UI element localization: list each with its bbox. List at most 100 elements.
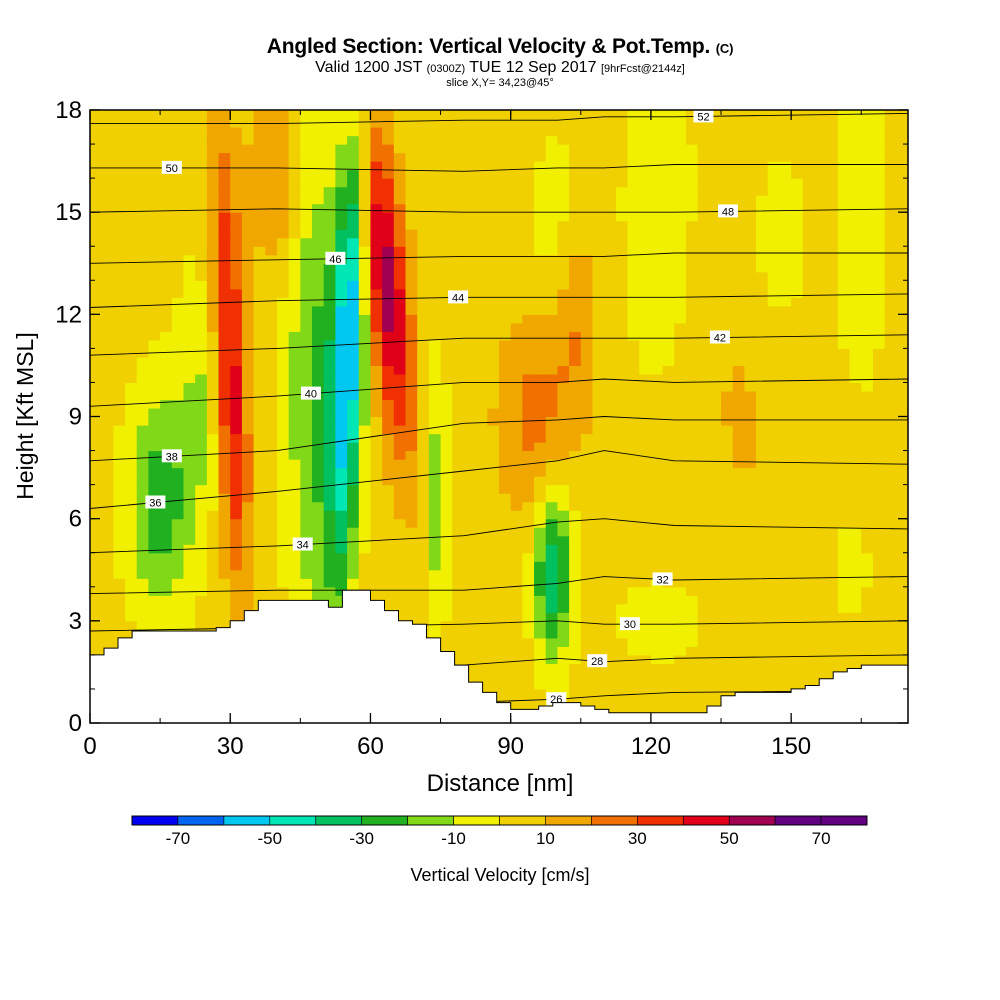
velocity-cell (604, 552, 617, 562)
velocity-cell (615, 654, 629, 664)
velocity-cell (779, 399, 792, 409)
velocity-cell (499, 450, 512, 460)
velocity-cell (650, 637, 664, 647)
velocity-cell (592, 254, 605, 264)
velocity-cell (440, 629, 453, 639)
velocity-cell (312, 203, 325, 213)
velocity-cell (779, 229, 792, 239)
velocity-cell (206, 544, 220, 554)
velocity-cell (171, 237, 185, 247)
velocity-cell (113, 254, 126, 264)
velocity-cell (756, 280, 769, 290)
velocity-cell (463, 382, 477, 392)
velocity-cell (721, 569, 734, 579)
velocity-cell (347, 118, 360, 128)
velocity-cell (487, 118, 500, 128)
velocity-cell (510, 195, 523, 205)
velocity-cell (569, 263, 582, 273)
velocity-cell (756, 578, 769, 588)
velocity-cell (802, 433, 816, 443)
velocity-cell (125, 586, 138, 596)
velocity-cell (849, 186, 862, 196)
velocity-cell (744, 586, 757, 596)
velocity-cell (452, 322, 465, 332)
velocity-cell (639, 501, 652, 511)
velocity-cell (113, 339, 126, 349)
velocity-cell (522, 305, 535, 315)
velocity-cell (300, 416, 313, 426)
velocity-cell (90, 186, 103, 196)
velocity-cell (580, 246, 594, 256)
velocity-cell (113, 186, 126, 196)
velocity-cell (335, 220, 348, 230)
velocity-cell (884, 450, 897, 460)
velocity-cell (358, 322, 372, 332)
velocity-cell (569, 407, 582, 418)
velocity-cell (884, 331, 897, 341)
velocity-cell (615, 493, 629, 503)
velocity-cell (884, 280, 897, 290)
velocity-cell (113, 169, 126, 179)
velocity-cell (849, 348, 862, 358)
velocity-cell (230, 416, 243, 426)
velocity-cell (756, 237, 769, 247)
velocity-cell (358, 246, 372, 256)
velocity-cell (276, 161, 290, 171)
velocity-cell (417, 271, 430, 281)
velocity-cell (101, 484, 114, 494)
velocity-cell (358, 254, 372, 264)
velocity-cell (148, 586, 161, 596)
velocity-cell (697, 246, 710, 256)
velocity-cell (499, 373, 512, 384)
velocity-cell (160, 416, 173, 426)
velocity-cell (557, 229, 570, 239)
velocity-cell (487, 305, 500, 315)
velocity-cell (639, 476, 652, 486)
velocity-cell (300, 348, 313, 358)
velocity-cell (557, 135, 570, 145)
velocity-cell (791, 467, 804, 477)
velocity-cell (534, 637, 547, 647)
velocity-cell (382, 382, 395, 392)
velocity-cell (732, 629, 745, 639)
velocity-cell (802, 169, 816, 179)
velocity-cell (592, 612, 605, 622)
velocity-cell (756, 484, 769, 494)
velocity-cell (358, 297, 372, 307)
velocity-cell (195, 561, 208, 571)
velocity-cell (522, 263, 535, 273)
velocity-cell (615, 459, 629, 469)
velocity-cell (779, 646, 792, 656)
velocity-cell (510, 603, 523, 613)
velocity-cell (545, 280, 559, 290)
velocity-cell (382, 348, 395, 358)
velocity-cell (276, 186, 290, 196)
velocity-cell (814, 552, 827, 562)
velocity-cell (849, 433, 862, 443)
velocity-cell (522, 331, 535, 341)
velocity-cell (382, 220, 395, 230)
velocity-cell (837, 220, 851, 230)
velocity-cell (230, 390, 243, 401)
velocity-cell (837, 271, 851, 281)
velocity-cell (358, 229, 372, 239)
velocity-cell (732, 612, 745, 622)
velocity-cell (615, 671, 629, 682)
velocity-cell (802, 561, 816, 571)
velocity-cell (300, 365, 313, 375)
velocity-cell (253, 535, 266, 545)
velocity-cell (802, 612, 816, 622)
velocity-cell (358, 356, 372, 367)
velocity-cell (674, 552, 687, 562)
velocity-cell (580, 186, 594, 196)
velocity-cell (487, 637, 500, 647)
velocity-cell (592, 535, 605, 545)
velocity-cell (662, 152, 675, 162)
velocity-cell (125, 629, 138, 639)
velocity-cell (697, 425, 710, 435)
velocity-cell (849, 527, 862, 537)
velocity-cell (826, 476, 839, 486)
velocity-cell (779, 544, 792, 554)
velocity-cell (604, 271, 617, 281)
velocity-cell (417, 501, 430, 511)
